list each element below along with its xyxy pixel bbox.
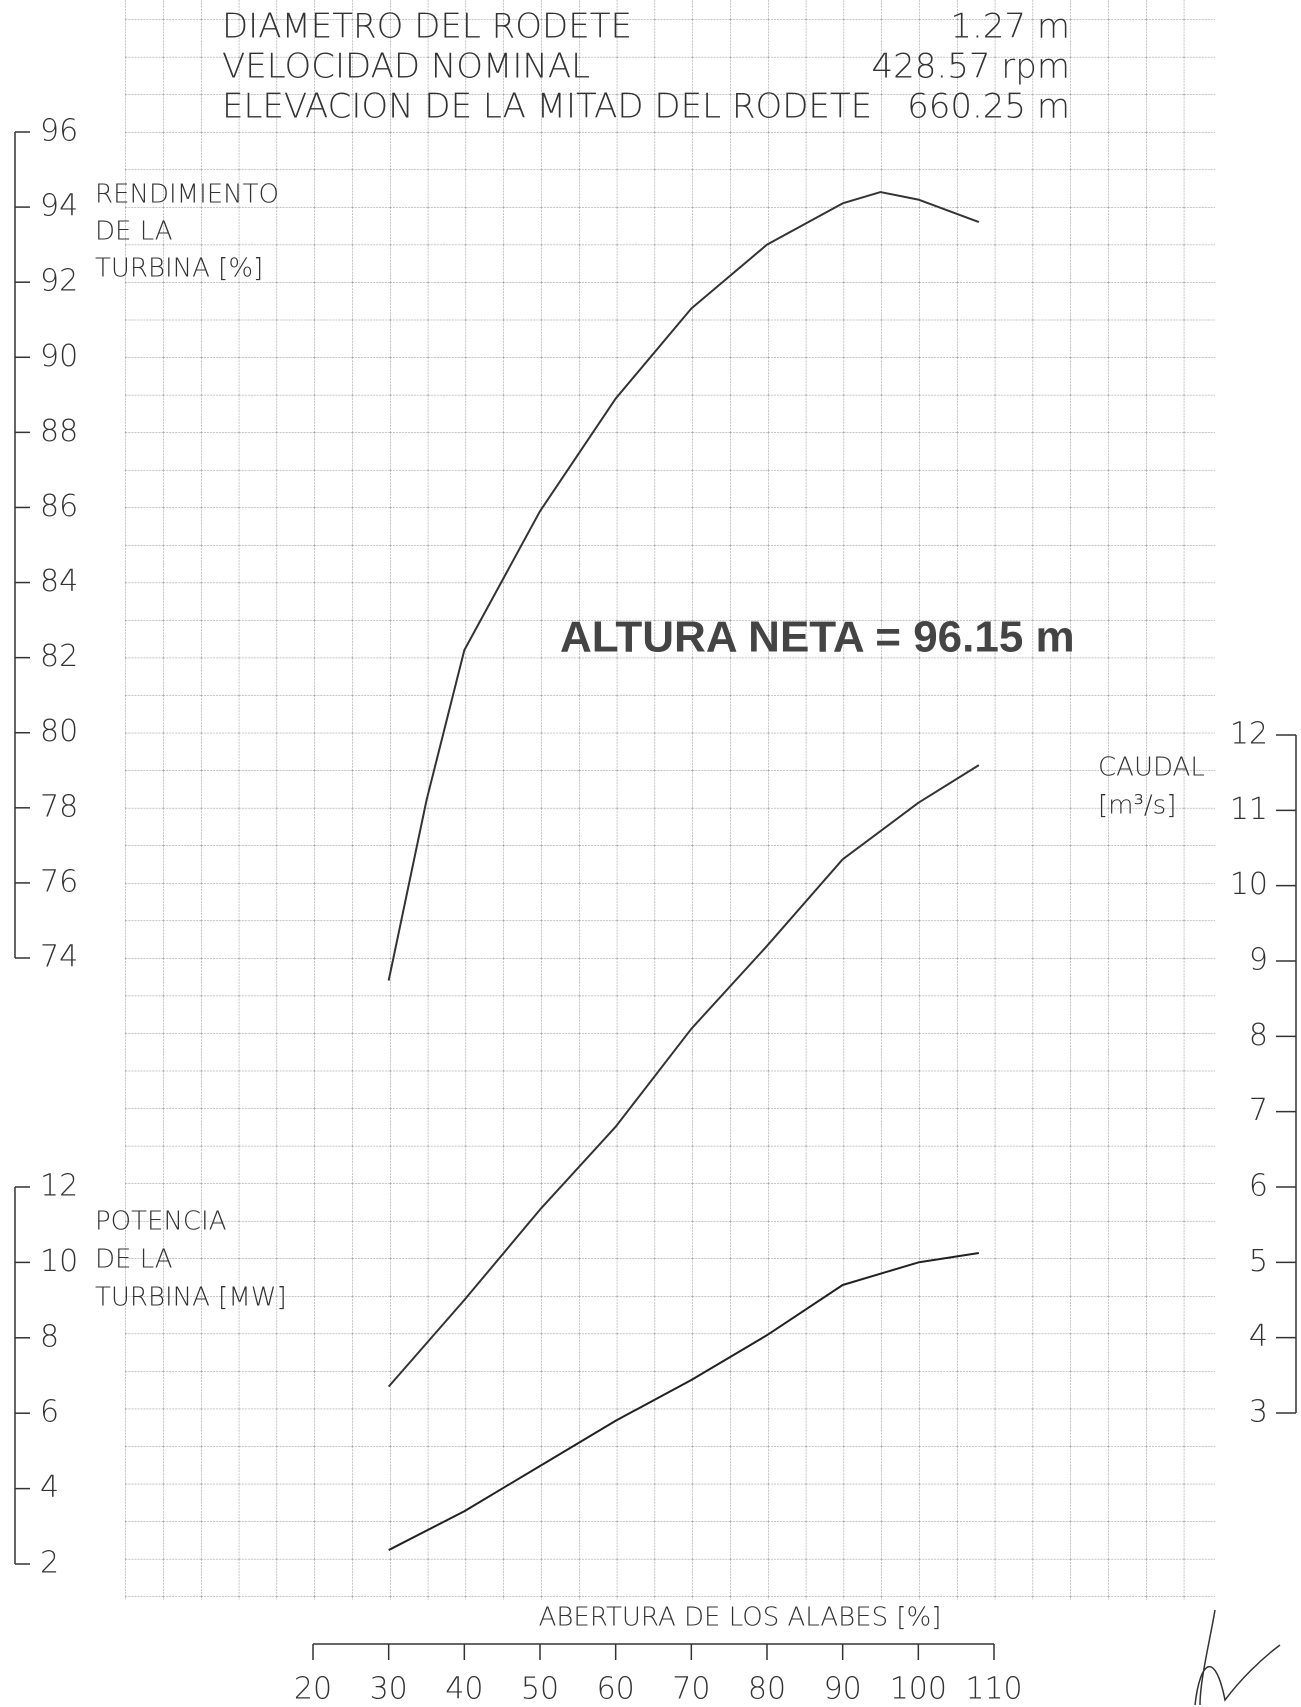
y-tick-label: 84 (40, 564, 78, 599)
y-axis-title: TURBINA [%] (95, 254, 263, 284)
header-label: VELOCIDAD NOMINAL (222, 47, 590, 87)
y-tick-label: 86 (40, 489, 78, 524)
y-tick-label: 96 (40, 114, 78, 149)
y3-tick-label: 10 (40, 1244, 78, 1279)
y2-tick-label: 8 (1249, 1018, 1268, 1053)
y-tick-label: 80 (40, 714, 78, 749)
y3-axis-title: TURBINA [MW] (95, 1283, 287, 1313)
y-axis-title: DE LA (95, 217, 173, 247)
y2-tick-label: 9 (1249, 943, 1268, 978)
x-tick-label: 70 (672, 1672, 710, 1707)
y-tick-label: 74 (40, 940, 78, 975)
y3-tick-label: 4 (40, 1470, 59, 1505)
graph-paper (125, 0, 1215, 1600)
y3-tick-label: 2 (40, 1546, 59, 1581)
curve (388, 1251, 980, 1551)
x-tick-label: 50 (521, 1672, 559, 1707)
x-tick-label: 60 (597, 1672, 635, 1707)
y-tick-label: 76 (40, 864, 78, 899)
y2-tick-label: 11 (1230, 792, 1268, 827)
y2-tick-label: 4 (1249, 1319, 1268, 1354)
header-label: DIAMETRO DEL RODETE (222, 7, 632, 47)
signature (1194, 1609, 1281, 1706)
x-tick-label: 20 (294, 1672, 332, 1707)
y3-tick-label: 12 (40, 1169, 78, 1204)
y2-axis-title: CAUDAL (1098, 753, 1205, 783)
x-tick-label: 40 (445, 1672, 483, 1707)
curve (387, 764, 980, 1388)
y-tick-label: 92 (40, 264, 78, 299)
y2-tick-label: 3 (1249, 1395, 1268, 1430)
x-tick-label: 100 (890, 1672, 947, 1707)
header-value: 1.27 m (950, 7, 1070, 47)
y2-axis-title: [m³/s] (1098, 791, 1176, 821)
header-label: ELEVACION DE LA MITAD DEL RODETE (222, 87, 872, 127)
annotation: ALTURA NETA = 96.15 m (560, 613, 1075, 662)
y3-axis-title: POTENCIA (95, 1207, 227, 1237)
x-axis-title: ABERTURA DE LOS ALABES [%] (539, 1603, 942, 1633)
y2-tick-label: 7 (1249, 1093, 1268, 1128)
y-axis-title: RENDIMIENTO (95, 180, 279, 210)
x-tick-label: 90 (824, 1672, 862, 1707)
y3-tick-label: 8 (40, 1319, 59, 1354)
x-tick-label: 80 (748, 1672, 786, 1707)
y3-tick-label: 6 (40, 1395, 59, 1430)
y2-tick-label: 10 (1230, 867, 1268, 902)
header-value: 660.25 m (907, 87, 1070, 127)
y-tick-label: 82 (40, 639, 78, 674)
y-tick-label: 94 (40, 189, 78, 224)
y2-tick-label: 12 (1230, 717, 1268, 752)
curve (387, 191, 980, 981)
x-tick-label: 30 (370, 1672, 408, 1707)
header-value: 428.57 rpm (872, 47, 1070, 87)
x-tick-label: 110 (965, 1672, 1022, 1707)
y-tick-label: 88 (40, 414, 78, 449)
y-tick-label: 90 (40, 339, 78, 374)
y3-axis-title: DE LA (95, 1245, 173, 1275)
y2-tick-label: 6 (1249, 1169, 1268, 1204)
y2-tick-label: 5 (1249, 1244, 1268, 1279)
y-tick-label: 78 (40, 789, 78, 824)
